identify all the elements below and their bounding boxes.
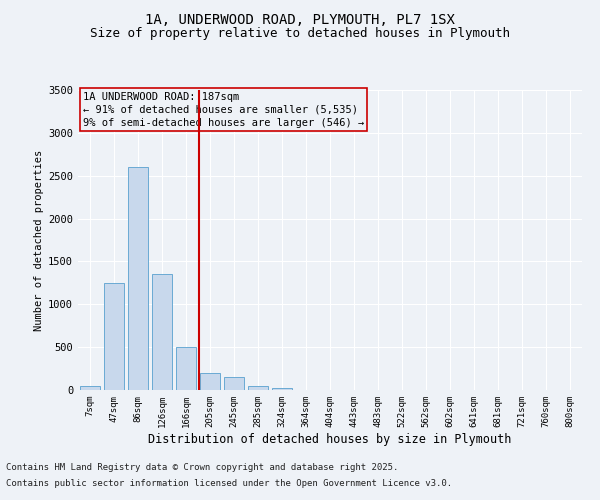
Text: 1A, UNDERWOOD ROAD, PLYMOUTH, PL7 1SX: 1A, UNDERWOOD ROAD, PLYMOUTH, PL7 1SX (145, 12, 455, 26)
Bar (224, 377, 244, 390)
Bar (80, 386, 100, 390)
Bar (176, 347, 196, 390)
Bar (128, 167, 148, 390)
Text: Contains public sector information licensed under the Open Government Licence v3: Contains public sector information licen… (6, 478, 452, 488)
Bar (152, 274, 172, 390)
Bar (248, 386, 268, 390)
Bar (272, 388, 292, 390)
Text: Contains HM Land Registry data © Crown copyright and database right 2025.: Contains HM Land Registry data © Crown c… (6, 464, 398, 472)
X-axis label: Distribution of detached houses by size in Plymouth: Distribution of detached houses by size … (148, 432, 512, 446)
Text: 1A UNDERWOOD ROAD: 187sqm
← 91% of detached houses are smaller (5,535)
9% of sem: 1A UNDERWOOD ROAD: 187sqm ← 91% of detac… (83, 92, 364, 128)
Bar (200, 373, 220, 390)
Text: Size of property relative to detached houses in Plymouth: Size of property relative to detached ho… (90, 28, 510, 40)
Y-axis label: Number of detached properties: Number of detached properties (34, 150, 44, 330)
Bar (104, 283, 124, 390)
